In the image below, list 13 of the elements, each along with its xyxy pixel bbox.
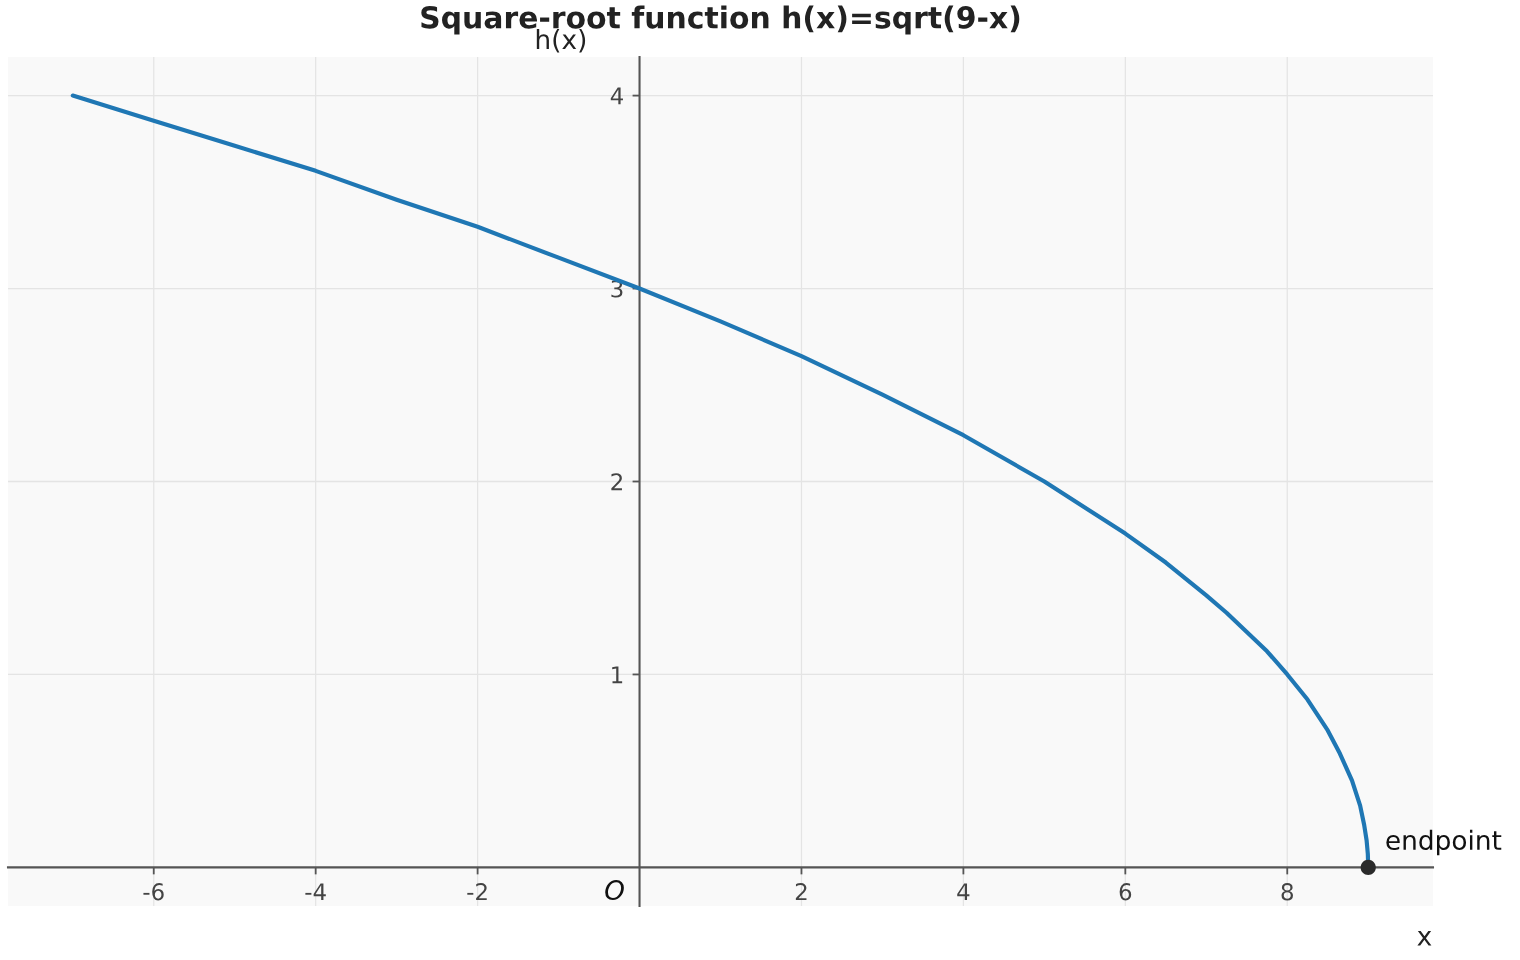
y-tick-label: 4: [610, 87, 623, 105]
y-tick-label: 2: [611, 473, 622, 491]
annotation: O: [605, 880, 624, 901]
x-tick-label: 8: [1281, 883, 1293, 901]
y-tick-label: 1: [612, 666, 623, 684]
x-tick-label: -2: [467, 883, 487, 901]
x-tick-label: -6: [143, 883, 164, 901]
x-axis-title: x: [1417, 931, 1432, 946]
x-tick-label: 6: [1119, 883, 1132, 901]
x-tick-label: 4: [957, 883, 970, 901]
annotation: endpoint: [1386, 829, 1502, 856]
x-tick-label: -4: [305, 883, 326, 901]
x-tick-label: 2: [795, 883, 807, 901]
